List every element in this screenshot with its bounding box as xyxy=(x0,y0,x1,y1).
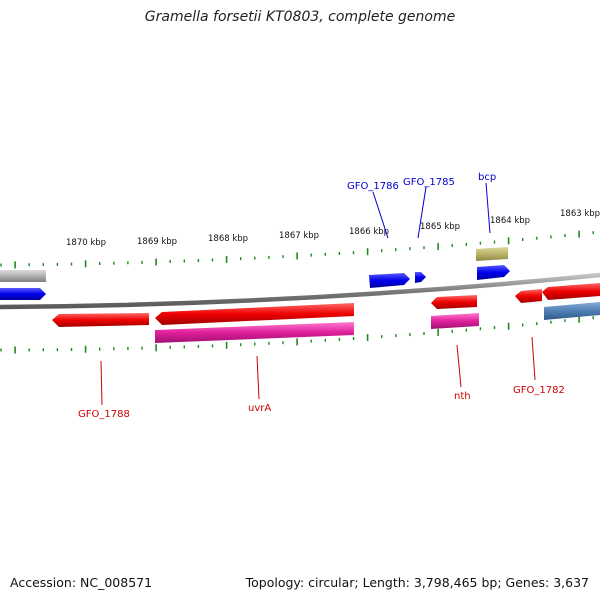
scale-label: 1864 kbp xyxy=(490,216,530,226)
gene-gfo-1786[interactable] xyxy=(369,273,410,288)
leader-line xyxy=(256,355,260,400)
reverse-strand-genes xyxy=(52,283,600,343)
leader-line xyxy=(485,182,491,234)
scale-label: 1869 kbp xyxy=(137,237,177,247)
leader-line xyxy=(372,191,389,239)
gene-magenta-uvra[interactable] xyxy=(155,322,354,343)
forward-strand-genes xyxy=(0,247,510,300)
gene-olive-forward[interactable] xyxy=(476,247,508,261)
map-title: Gramella forsetii KT0803, complete genom… xyxy=(144,9,456,25)
gene-magenta-nth[interactable] xyxy=(431,313,479,329)
scale-label: 1870 kbp xyxy=(66,238,106,248)
gene-uvra[interactable] xyxy=(155,303,354,325)
scale-label: 1868 kbp xyxy=(208,234,248,244)
gene-nth[interactable] xyxy=(431,295,477,309)
leader-line xyxy=(100,360,103,406)
gene-red-reverse-edge[interactable] xyxy=(542,283,600,300)
gene-label-gfo-1785[interactable]: GFO_1785 xyxy=(403,177,455,188)
reverse-gene-labels: GFO_1788 uvrA nth GFO_1782 xyxy=(78,336,565,420)
gene-gfo-1788[interactable] xyxy=(52,313,149,327)
gene-label-gfo-1782[interactable]: GFO_1782 xyxy=(513,385,565,396)
scale-ticks-reverse xyxy=(0,315,594,354)
gene-gfo-1782[interactable] xyxy=(515,289,542,303)
gene-steelblue-reverse[interactable] xyxy=(544,302,600,320)
gene-label-gfo-1788[interactable]: GFO_1788 xyxy=(78,409,130,420)
scale-labels: 1870 kbp 1869 kbp 1868 kbp 1867 kbp 1866… xyxy=(66,209,600,248)
scale-label: 1865 kbp xyxy=(420,222,460,232)
forward-gene-labels: GFO_1786 GFO_1785 bcp xyxy=(347,172,496,239)
gene-label-nth[interactable]: nth xyxy=(454,391,471,402)
scale-label: 1867 kbp xyxy=(279,231,319,241)
scale-label: 1863 kbp xyxy=(560,209,600,219)
dna-backbone xyxy=(0,272,600,310)
leader-line xyxy=(531,336,536,381)
gene-label-gfo-1786[interactable]: GFO_1786 xyxy=(347,181,399,192)
gene-gray-forward[interactable] xyxy=(0,270,46,282)
leader-line xyxy=(417,186,427,239)
gene-blue-forward[interactable] xyxy=(0,288,46,300)
gene-gfo-1785[interactable] xyxy=(415,272,426,283)
leader-line xyxy=(456,344,462,388)
genome-summary-text: Topology: circular; Length: 3,798,465 bp… xyxy=(245,575,589,590)
accession-text: Accession: NC_008571 xyxy=(10,575,153,590)
gene-label-uvra[interactable]: uvrA xyxy=(248,403,271,414)
scale-label: 1866 kbp xyxy=(349,227,389,237)
gene-bcp[interactable] xyxy=(477,265,510,280)
gene-label-bcp[interactable]: bcp xyxy=(478,172,496,183)
scale-ticks-forward xyxy=(0,230,594,269)
